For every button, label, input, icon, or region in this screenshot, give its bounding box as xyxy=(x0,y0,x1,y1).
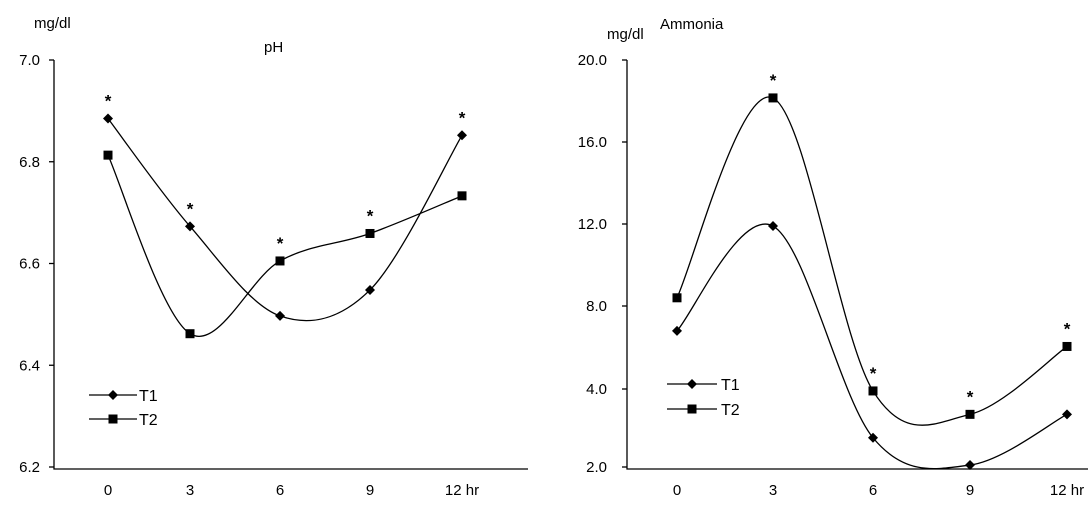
ph-x-tick-label: 0 xyxy=(104,482,112,499)
ph-chart: mg/dl pH 6.26.46.66.87.0 0 3 6 9 12 hr *****… xyxy=(19,15,528,499)
ammonia-legend-label-t1: T1 xyxy=(721,377,740,394)
ph-data-point-t2 xyxy=(365,228,375,238)
ammonia-data-point-t1 xyxy=(768,221,778,232)
ph-y-tick-label: 6.2 xyxy=(19,459,40,476)
ph-x-tick-label: 6 xyxy=(276,482,284,499)
ph-chart-title: pH xyxy=(264,39,283,56)
ammonia-y-tick-label: 12.0 xyxy=(578,216,607,233)
ph-y-tick-label: 7.0 xyxy=(19,52,40,69)
ph-y-tick-label: 6.6 xyxy=(19,256,40,273)
ammonia-data-point-t2 xyxy=(965,409,975,419)
ph-y-unit-label: mg/dl xyxy=(34,15,71,32)
ammonia-y-tick-label: 20.0 xyxy=(578,52,607,69)
ammonia-y-unit-label: mg/dl xyxy=(607,26,644,43)
ammonia-legend-marker-t2 xyxy=(687,404,697,414)
ph-legend-label-t2: T2 xyxy=(139,412,158,429)
ph-data-point-t2 xyxy=(185,329,195,339)
ammonia-data-point-t1 xyxy=(965,460,975,471)
ammonia-significance-star: * xyxy=(1064,319,1071,338)
ph-significance-star: * xyxy=(367,206,374,225)
ph-series-line-t2 xyxy=(107,154,463,337)
ammonia-significance-star: * xyxy=(967,387,974,406)
ammonia-data-point-t2 xyxy=(868,386,878,396)
ph-data-point-t2 xyxy=(457,191,467,201)
ph-data-point-t1 xyxy=(457,130,467,141)
ammonia-data-point-t1 xyxy=(672,325,682,336)
ammonia-legend-marker-t1 xyxy=(687,379,697,389)
ph-data-point-t1 xyxy=(365,284,375,295)
ammonia-chart: mg/dl Ammonia 2.0 4.0 8.0 12.0 16.0 20.0 0 3 6 9… xyxy=(578,16,1088,499)
ph-significance-star: * xyxy=(277,234,284,253)
ammonia-data-point-t2 xyxy=(1062,341,1072,351)
ammonia-significance-marks: * * * * xyxy=(770,71,1071,406)
ammonia-legend-label-t2: T2 xyxy=(721,402,740,419)
ammonia-data-point-t2 xyxy=(672,293,682,303)
ph-data-point-t1 xyxy=(275,310,285,321)
ammonia-x-tick-label: 12 hr xyxy=(1050,482,1084,499)
ammonia-data-point-t2 xyxy=(768,93,778,103)
ammonia-chart-title: Ammonia xyxy=(660,16,724,33)
ammonia-x-ticks: 0 3 6 9 12 hr xyxy=(673,482,1084,499)
ph-data-point-t2 xyxy=(275,256,285,266)
ammonia-series-line-t2 xyxy=(676,96,1068,426)
ammonia-x-tick-label: 3 xyxy=(769,482,777,499)
ph-significance-star: * xyxy=(187,199,194,218)
ammonia-data-point-t1 xyxy=(868,432,878,443)
ammonia-series xyxy=(672,93,1072,471)
ammonia-x-tick-label: 0 xyxy=(673,482,681,499)
ammonia-y-tick-label: 2.0 xyxy=(586,459,607,476)
ph-significance-star: * xyxy=(459,108,466,127)
ammonia-x-tick-label: 6 xyxy=(869,482,877,499)
ph-y-tick-label: 6.4 xyxy=(19,357,40,374)
ammonia-data-point-t1 xyxy=(1062,409,1072,420)
ph-significance-marks: * * * * * xyxy=(105,92,466,253)
ph-x-ticks: 0 3 6 9 12 hr xyxy=(104,482,479,499)
ph-x-tick-label: 3 xyxy=(186,482,194,499)
ph-x-tick-label: 12 hr xyxy=(445,482,479,499)
ph-data-point-t1 xyxy=(103,113,113,124)
ph-y-ticks: 6.2 6.4 6.6 6.8 7.0 xyxy=(19,52,54,476)
ph-legend-marker-t1 xyxy=(108,390,118,400)
ammonia-y-ticks: 2.0 4.0 8.0 12.0 16.0 20.0 xyxy=(578,52,627,476)
ph-axes xyxy=(53,60,528,470)
ammonia-series-line-t1 xyxy=(676,223,1068,470)
ammonia-y-tick-label: 4.0 xyxy=(586,381,607,398)
ammonia-x-tick-label: 9 xyxy=(966,482,974,499)
ammonia-significance-star: * xyxy=(870,364,877,383)
ph-y-tick-label: 6.8 xyxy=(19,154,40,171)
ph-legend-label-t1: T1 xyxy=(139,388,158,405)
ph-data-point-t1 xyxy=(185,221,195,232)
ammonia-y-tick-label: 8.0 xyxy=(586,298,607,315)
ph-data-point-t2 xyxy=(103,150,113,160)
ammonia-significance-star: * xyxy=(770,71,777,90)
ph-significance-star: * xyxy=(105,92,112,111)
ph-x-tick-label: 9 xyxy=(366,482,374,499)
ph-legend-marker-t2 xyxy=(108,414,118,424)
ammonia-y-tick-label: 16.0 xyxy=(578,134,607,151)
ph-series xyxy=(103,113,467,339)
